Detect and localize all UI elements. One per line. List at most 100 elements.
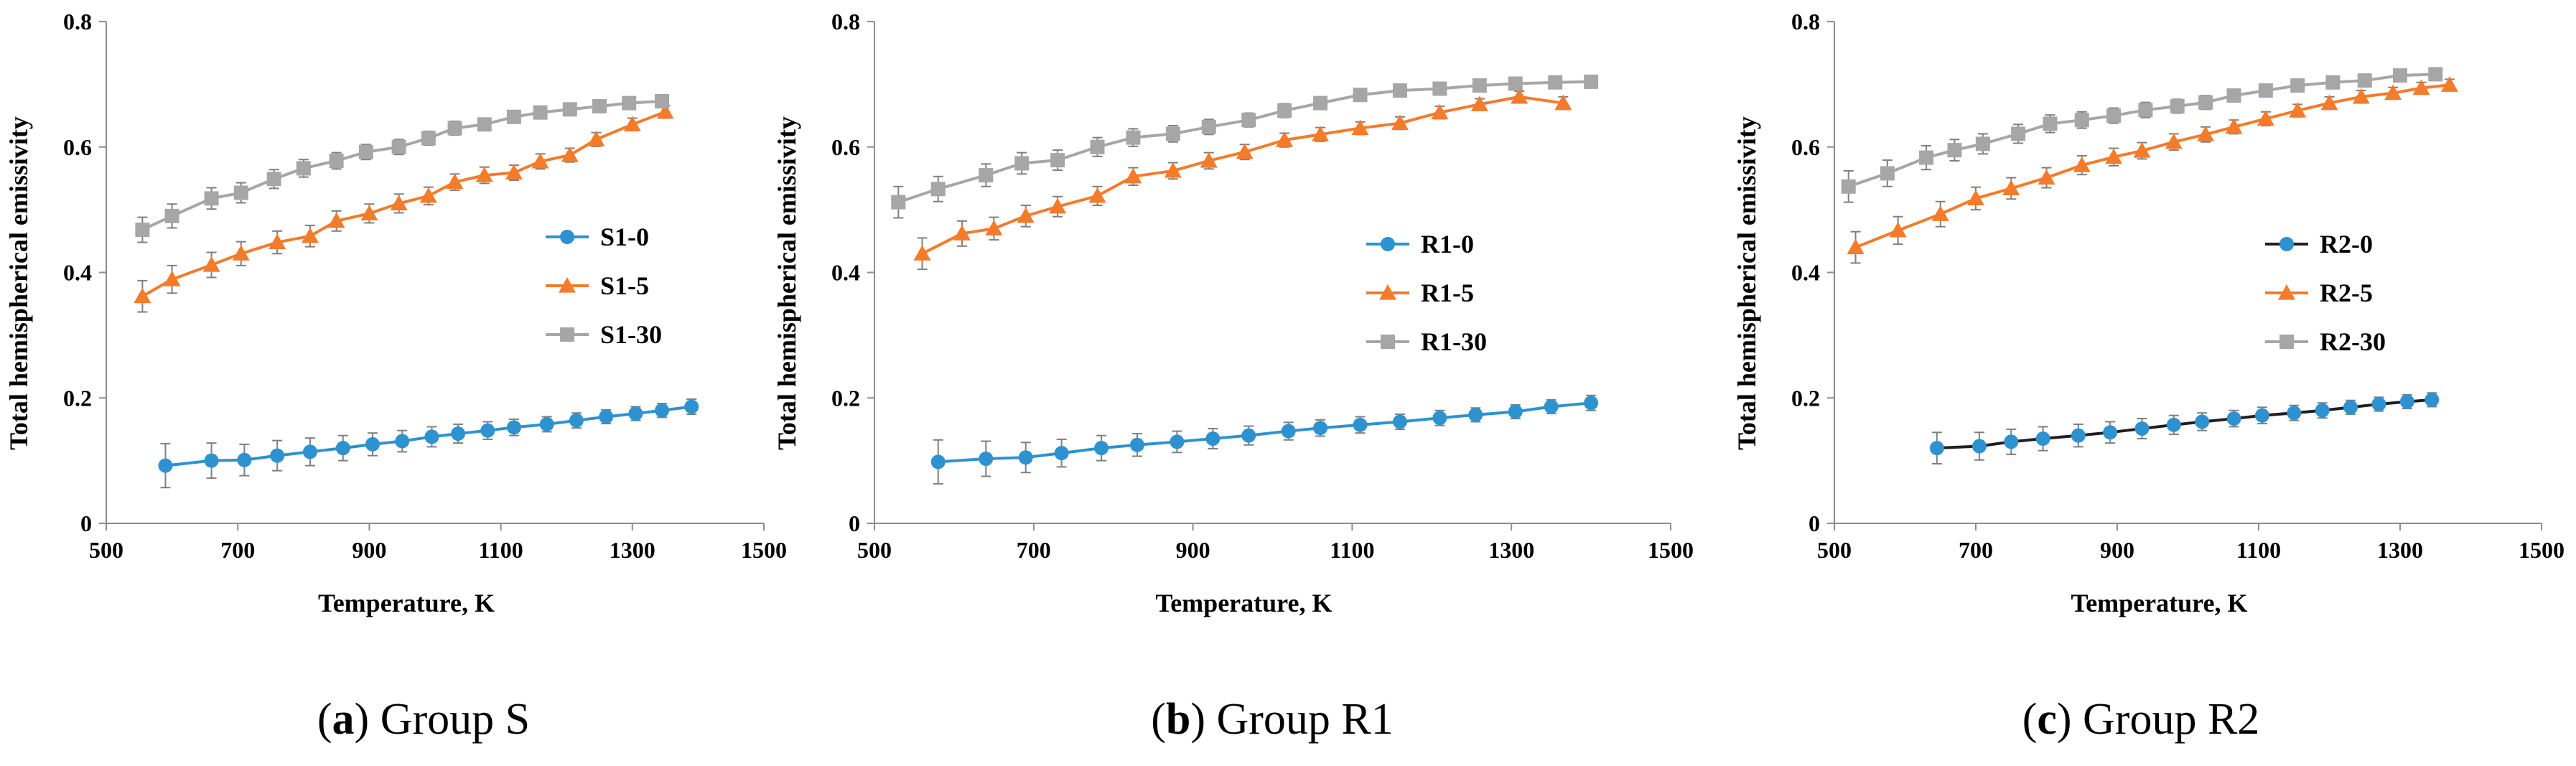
- data-point: [2352, 88, 2370, 104]
- data-point: [1353, 88, 1368, 103]
- legend-marker: [1379, 284, 1396, 300]
- data-point: [202, 256, 220, 272]
- x-tick-label: 700: [1959, 537, 1993, 563]
- data-point: [1200, 151, 1218, 168]
- data-point: [2133, 141, 2151, 158]
- data-point: [587, 131, 605, 146]
- data-point: [1919, 150, 1934, 165]
- caption-letter: b: [1166, 695, 1190, 744]
- data-point: [1432, 81, 1447, 96]
- y-axis-title: Total hemispherical emissivity: [4, 116, 33, 450]
- data-point: [1165, 126, 1180, 141]
- chart-panel-group-r2: 500 700 900 1100 1300 1500 0 0.2 0.4 0.6 0.8 Temper…: [1732, 9, 2565, 744]
- data-point: [1018, 450, 1033, 465]
- data-point: [561, 146, 579, 162]
- data-point: [2290, 78, 2305, 93]
- panel-caption: (b) Group R1: [1151, 695, 1394, 744]
- x-tick-label: 900: [2100, 537, 2134, 563]
- data-point: [2399, 394, 2414, 409]
- y-tick-label: 0.6: [1791, 134, 1820, 160]
- data-point: [2002, 179, 2020, 196]
- data-point: [569, 413, 584, 428]
- data-point: [1201, 119, 1216, 134]
- legend-marker: [2279, 237, 2294, 251]
- legend-marker: [1381, 237, 1395, 251]
- data-point: [979, 168, 994, 183]
- data-point: [2254, 408, 2269, 423]
- data-point: [1468, 407, 1483, 422]
- x-tick-label: 900: [1176, 537, 1210, 563]
- data-point: [329, 153, 344, 168]
- data-point: [204, 191, 219, 206]
- data-point: [1967, 190, 1984, 205]
- data-point: [1164, 162, 1182, 178]
- y-tick-label: 0.8: [831, 9, 860, 34]
- data-point: [2325, 75, 2341, 90]
- data-point: [2289, 102, 2307, 118]
- data-point: [913, 245, 931, 261]
- data-point: [335, 441, 350, 456]
- data-point: [506, 420, 521, 435]
- x-tick-label: 1300: [2377, 537, 2423, 563]
- data-point: [1276, 131, 1294, 147]
- data-point: [2198, 95, 2213, 110]
- x-tick-label: 500: [857, 537, 892, 563]
- data-point: [930, 182, 946, 197]
- series-r2-0: [1929, 392, 2440, 464]
- series-r1-30: [891, 74, 1599, 219]
- data-point: [270, 448, 285, 463]
- series-line: [141, 99, 663, 231]
- data-point: [622, 95, 637, 111]
- data-point: [451, 426, 466, 442]
- data-point: [2073, 157, 2091, 172]
- y-tick-label: 0: [1809, 510, 1820, 536]
- data-point: [1880, 166, 1895, 181]
- data-point: [1313, 95, 1328, 111]
- data-point: [395, 434, 410, 449]
- series-s1-30: [135, 93, 670, 243]
- data-point: [1847, 238, 1865, 255]
- data-point: [296, 161, 311, 176]
- data-point: [599, 409, 614, 424]
- panel-caption: (c) Group R2: [2022, 695, 2260, 744]
- x-tick-label: 1300: [610, 537, 655, 563]
- data-point: [1049, 197, 1067, 214]
- data-point: [1971, 439, 1987, 454]
- data-point: [539, 416, 554, 431]
- caption-paren-open: (: [317, 695, 332, 744]
- data-point: [1841, 179, 1856, 194]
- data-point: [1432, 411, 1447, 426]
- data-point: [656, 103, 674, 119]
- caption-title: ) Group R2: [2057, 695, 2259, 744]
- data-point: [2165, 133, 2183, 149]
- data-point: [2043, 116, 2058, 131]
- caption-letter: a: [332, 695, 355, 744]
- data-point: [1431, 103, 1449, 120]
- data-point: [365, 436, 380, 452]
- data-point: [2166, 417, 2181, 432]
- legend-entry-r1-5: R1-5: [1366, 279, 1474, 307]
- legend-entry-s1-0: S1-0: [546, 223, 649, 251]
- data-point: [592, 98, 607, 113]
- data-point: [358, 144, 373, 159]
- data-point: [2393, 68, 2407, 83]
- data-point: [2170, 98, 2185, 113]
- data-point: [2384, 84, 2402, 101]
- caption-title: ) Group S: [355, 695, 531, 744]
- caption-paren-open: (: [1151, 695, 1166, 744]
- data-point: [158, 458, 173, 473]
- data-point: [360, 205, 378, 220]
- data-point: [1014, 156, 1030, 171]
- legend-entry-r2-0: R2-0: [2265, 230, 2373, 258]
- data-point: [2315, 403, 2330, 418]
- data-point: [2038, 169, 2055, 185]
- series-r2-30: [1841, 67, 2443, 203]
- data-point: [1312, 126, 1330, 141]
- data-point: [237, 452, 252, 467]
- legend-marker: [559, 277, 576, 293]
- data-point: [1050, 153, 1065, 168]
- data-point: [953, 225, 971, 240]
- data-point: [2105, 148, 2123, 164]
- data-point: [1392, 83, 1407, 98]
